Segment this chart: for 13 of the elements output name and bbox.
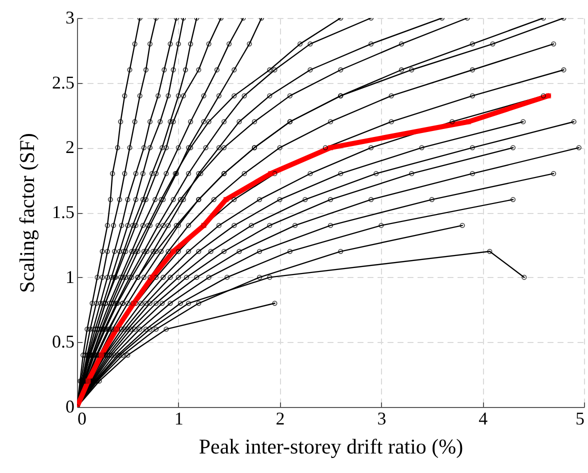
x-tick-label: 3 <box>377 408 386 428</box>
x-tick-label: 1 <box>174 408 184 428</box>
y-tick-label: 2.5 <box>52 72 74 92</box>
x-axis-title: Peak inter-storey drift ratio (%) <box>198 434 464 458</box>
y-tick-label: 3 <box>66 8 74 28</box>
y-tick-label: 1.5 <box>52 202 74 222</box>
x-tick-label: 5 <box>576 408 584 428</box>
y-tick-label: 2 <box>66 137 74 158</box>
y-axis-title: Scaling factor (SF) <box>15 133 39 293</box>
x-tick-label: 4 <box>478 408 488 428</box>
y-tick-label: 1 <box>66 266 74 287</box>
y-tick-label: 0.5 <box>52 332 74 352</box>
x-tick-label: 2 <box>276 408 285 428</box>
